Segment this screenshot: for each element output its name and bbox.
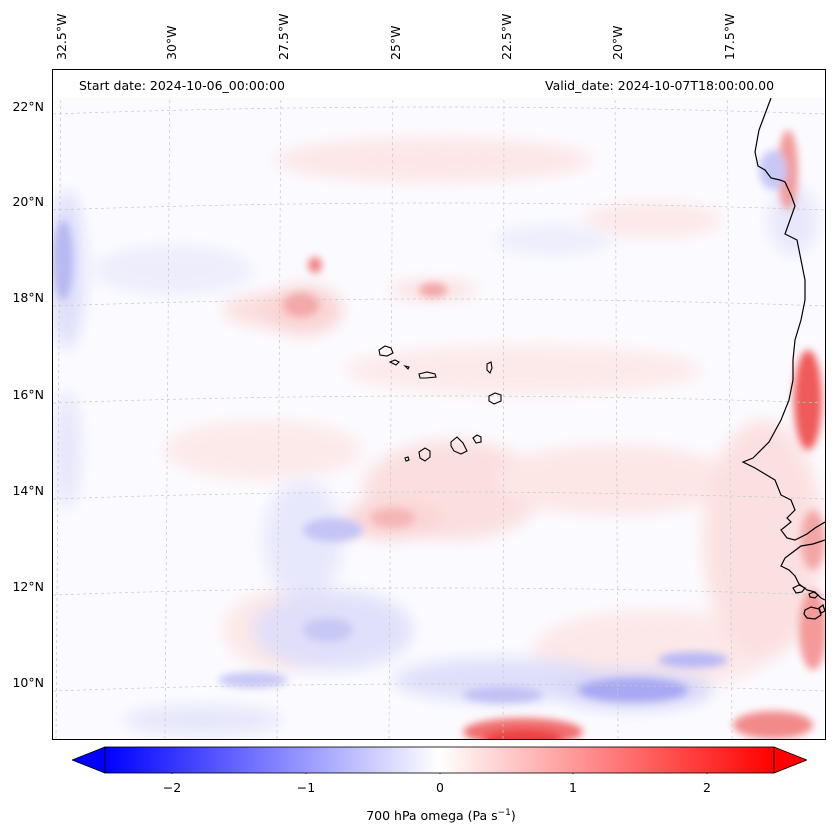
omega-field-map xyxy=(53,70,825,739)
african-coastline[interactable] xyxy=(741,97,825,620)
bijagos-2 xyxy=(808,591,819,599)
negative-omega-areas xyxy=(53,185,818,735)
valid-date-text: Valid_date: 2024-10-07T18:00:00.00 xyxy=(545,78,775,93)
date-info-band: Start date: 2024-10-06_00:00:00 Valid_da… xyxy=(53,70,825,98)
lon-label-30w: 30°W xyxy=(164,25,179,60)
colorbar-label-text: 700 hPa omega (Pa s xyxy=(366,808,498,824)
colorbar-tick-1: 1 xyxy=(569,780,577,795)
lat-label-18n: 18°N xyxy=(12,290,44,305)
island-maio xyxy=(472,434,482,444)
colorbar xyxy=(70,746,809,777)
island-santo-antao xyxy=(378,345,394,357)
colorbar-label-close: ) xyxy=(510,808,516,824)
island-sao-vicente xyxy=(388,359,400,366)
lon-label-20w: 20°W xyxy=(610,25,625,60)
map-panel[interactable]: Start date: 2024-10-06_00:00:00 Valid_da… xyxy=(52,69,826,740)
lat-label-12n: 12°N xyxy=(12,579,44,594)
colorbar-tick-minus1: −1 xyxy=(296,780,316,795)
island-boa-vista xyxy=(488,392,502,405)
lon-label-32-5w: 32.5°W xyxy=(54,13,69,60)
colorbar-tick-minus2: −2 xyxy=(162,780,182,795)
colorbar-max-extend xyxy=(773,746,809,774)
lon-label-25w: 25°W xyxy=(388,25,403,60)
bijagos-4 xyxy=(818,604,825,614)
lat-label-10n: 10°N xyxy=(12,675,44,690)
colorbar-label: 700 hPa omega (Pa s−1) xyxy=(366,808,516,823)
graticule xyxy=(53,70,825,739)
bijagos-1 xyxy=(792,584,806,594)
lat-label-20n: 20°N xyxy=(12,194,44,209)
bijagos-3 xyxy=(803,606,822,620)
coastline-mauritania-senegal xyxy=(741,97,825,541)
island-sal xyxy=(486,361,493,374)
colorbar-tick-2: 2 xyxy=(703,780,711,795)
lat-label-16n: 16°N xyxy=(12,387,44,402)
strong-omega-features xyxy=(53,130,825,739)
colorbar-gradient xyxy=(104,746,775,774)
island-brava xyxy=(404,456,410,462)
colorbar-label-unit-exponent: −1 xyxy=(497,808,511,818)
colorbar-tick-0: 0 xyxy=(436,780,444,795)
colorbar-svg xyxy=(70,746,809,777)
island-santiago xyxy=(450,436,468,455)
island-sao-nicolau xyxy=(418,371,437,379)
lat-label-14n: 14°N xyxy=(12,483,44,498)
lon-label-17-5w: 17.5°W xyxy=(722,13,737,60)
island-fogo xyxy=(418,447,431,462)
lon-label-22-5w: 22.5°W xyxy=(499,13,514,60)
colorbar-min-extend xyxy=(70,746,106,774)
cape-verde-islands xyxy=(378,345,502,462)
lon-label-27-5w: 27.5°W xyxy=(276,13,291,60)
lat-label-22n: 22°N xyxy=(12,99,44,114)
island-santa-luzia xyxy=(403,364,410,370)
start-date-text: Start date: 2024-10-06_00:00:00 xyxy=(79,78,285,93)
